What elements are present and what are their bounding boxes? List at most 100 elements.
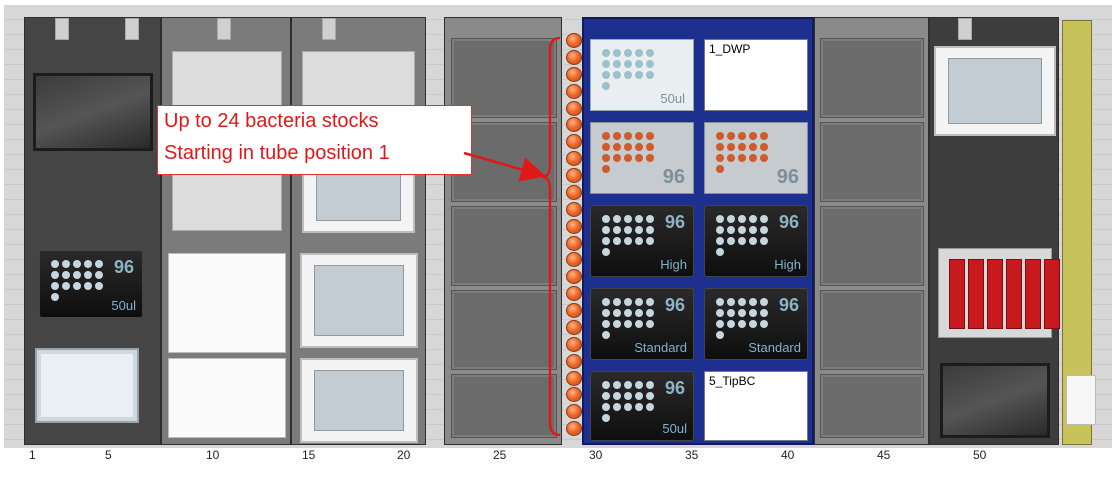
empty-slot[interactable] — [820, 122, 924, 202]
well-grid — [601, 48, 656, 92]
tip-grid — [715, 297, 770, 341]
tube-position[interactable] — [566, 269, 582, 285]
tube-position[interactable] — [566, 404, 582, 420]
empty-slot[interactable] — [451, 38, 557, 118]
tube-position[interactable] — [566, 83, 582, 99]
carrier-pin — [958, 18, 972, 40]
tube-position[interactable] — [566, 49, 582, 65]
axis-tick-label: 15 — [302, 448, 316, 462]
red-reservoirs — [949, 259, 1060, 329]
empty-slot[interactable] — [451, 290, 557, 370]
empty-slot[interactable] — [451, 374, 557, 438]
tipbox-count: 96 — [664, 212, 685, 232]
dark-trough[interactable] — [940, 363, 1050, 438]
axis-tick-label: 1 — [29, 448, 36, 462]
tube-position[interactable] — [566, 387, 582, 403]
tube-position[interactable] — [566, 336, 582, 352]
trough-window — [314, 370, 404, 431]
plate-count: 96 — [776, 166, 799, 188]
axis-tick-label: 50 — [973, 448, 987, 462]
plate-96-right[interactable]: 96 — [704, 122, 808, 194]
tube-position[interactable] — [566, 218, 582, 234]
axis-tick-label: 5 — [105, 448, 112, 462]
tube-position[interactable] — [566, 370, 582, 386]
tipbox-type: High — [774, 257, 801, 272]
dwp-plate-50ul[interactable]: 50ul — [590, 39, 694, 111]
tube-rack[interactable] — [565, 33, 583, 438]
tube-position[interactable] — [566, 184, 582, 200]
tipbox-50ul[interactable]: 96 50ul — [590, 371, 694, 441]
tip-grid — [601, 214, 656, 258]
carrier-pin — [217, 18, 231, 40]
well-grid — [601, 131, 656, 175]
plate-96-left[interactable]: 96 — [590, 122, 694, 194]
tube-position[interactable] — [566, 66, 582, 82]
tube-position[interactable] — [566, 353, 582, 369]
tipbox-type: Standard — [748, 340, 801, 355]
tube-position[interactable] — [566, 168, 582, 183]
tipbox-standard-right[interactable]: 96 Standard — [704, 288, 808, 360]
carrier-pin — [125, 18, 139, 40]
position-5-tipbc[interactable]: 5_TipBC — [704, 371, 808, 441]
tube-position[interactable] — [566, 134, 582, 150]
annotation-line-2: Starting in tube position 1 — [164, 142, 390, 164]
tipbox-standard-left[interactable]: 96 Standard — [590, 288, 694, 360]
tipbox-high-left[interactable]: 96 High — [590, 205, 694, 277]
tube-position[interactable] — [566, 252, 582, 268]
empty-slot[interactable] — [451, 206, 557, 286]
axis-tick-label: 25 — [493, 448, 507, 462]
tube-position[interactable] — [566, 117, 582, 133]
tipbox-count: 96 — [778, 295, 799, 315]
tip-grid — [601, 380, 656, 424]
reservoir-holder[interactable] — [938, 248, 1060, 338]
tipbox-volume: 50ul — [111, 298, 136, 313]
empty-slot[interactable] — [820, 290, 924, 370]
empty-slot[interactable] — [820, 206, 924, 286]
carrier-a[interactable]: 96 50ul — [24, 17, 161, 445]
carrier-c[interactable] — [291, 17, 426, 445]
trough-frame[interactable] — [300, 253, 418, 348]
tipbox-type: Standard — [634, 340, 687, 355]
white-plate[interactable] — [168, 358, 286, 438]
carrier-pin — [322, 18, 336, 40]
carrier-b[interactable] — [161, 17, 291, 445]
blue-carrier[interactable]: 50ul 1_DWP 96 96 96 High 96 High — [582, 17, 814, 445]
empty-slot[interactable] — [820, 38, 924, 118]
axis-tick-label: 35 — [685, 448, 699, 462]
carrier-f[interactable] — [929, 17, 1060, 445]
tipbox-left-50ul[interactable]: 96 50ul — [39, 250, 143, 318]
trough-frame[interactable] — [300, 358, 418, 443]
empty-slot[interactable] — [820, 374, 924, 438]
reservoir-trough[interactable] — [35, 348, 139, 423]
trough-window — [314, 265, 404, 336]
tube-position[interactable] — [566, 286, 582, 302]
position-1-dwp[interactable]: 1_DWP — [704, 39, 808, 111]
tip-grid — [50, 259, 105, 303]
tube-position[interactable] — [566, 319, 582, 335]
tube-position[interactable] — [566, 235, 582, 251]
tube-position[interactable] — [566, 303, 582, 318]
axis-tick-label: 40 — [781, 448, 795, 462]
axis-tick-label: 45 — [877, 448, 891, 462]
tube-position[interactable] — [566, 100, 582, 116]
tipbox-count: 96 — [778, 212, 799, 232]
tube-position[interactable] — [566, 421, 582, 437]
tipbox-high-right[interactable]: 96 High — [704, 205, 808, 277]
carrier-e[interactable] — [814, 17, 929, 445]
axis-tick-label: 20 — [397, 448, 411, 462]
axis-tick-label: 30 — [589, 448, 603, 462]
tube-position[interactable] — [566, 33, 582, 48]
axis-tick-label: 10 — [206, 448, 220, 462]
tube-position[interactable] — [566, 151, 582, 167]
tipbox-volume: 50ul — [662, 421, 687, 436]
well-grid — [715, 131, 770, 175]
side-device[interactable] — [1062, 20, 1092, 445]
plate-count: 96 — [662, 166, 685, 188]
carrier-d[interactable] — [444, 17, 562, 445]
dark-trough[interactable] — [33, 73, 153, 151]
worktable-deck: 96 50ul 50ul 1_DW — [4, 5, 1112, 448]
white-plate[interactable] — [168, 253, 286, 353]
trough-frame[interactable] — [934, 46, 1056, 136]
tube-position[interactable] — [566, 201, 582, 217]
side-socket[interactable] — [1066, 375, 1096, 425]
